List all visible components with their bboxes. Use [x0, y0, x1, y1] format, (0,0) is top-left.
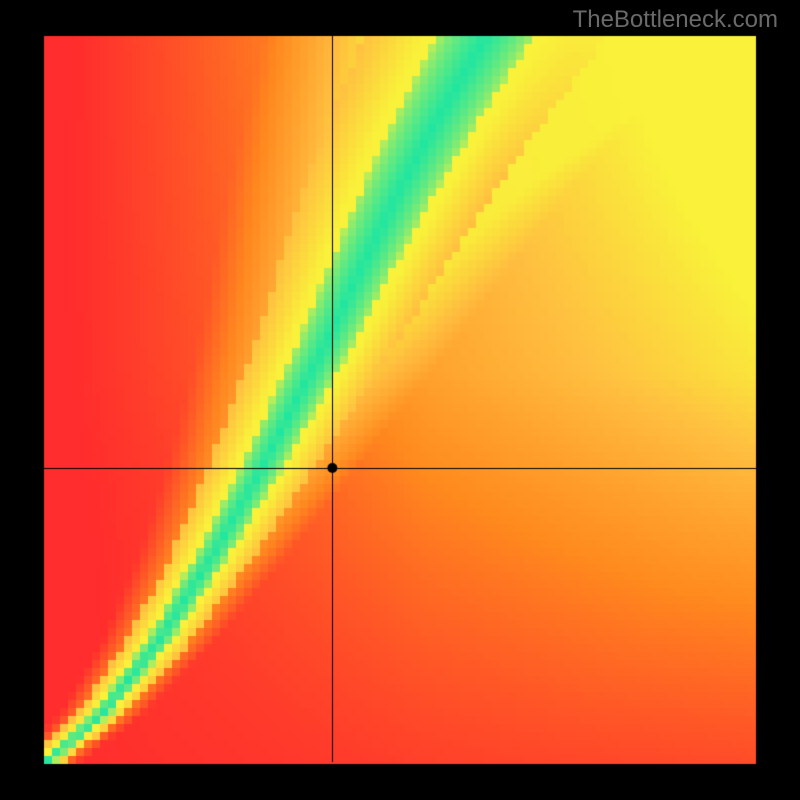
chart-container: TheBottleneck.com	[0, 0, 800, 800]
bottleneck-heatmap	[0, 0, 800, 800]
watermark-text: TheBottleneck.com	[573, 6, 778, 34]
